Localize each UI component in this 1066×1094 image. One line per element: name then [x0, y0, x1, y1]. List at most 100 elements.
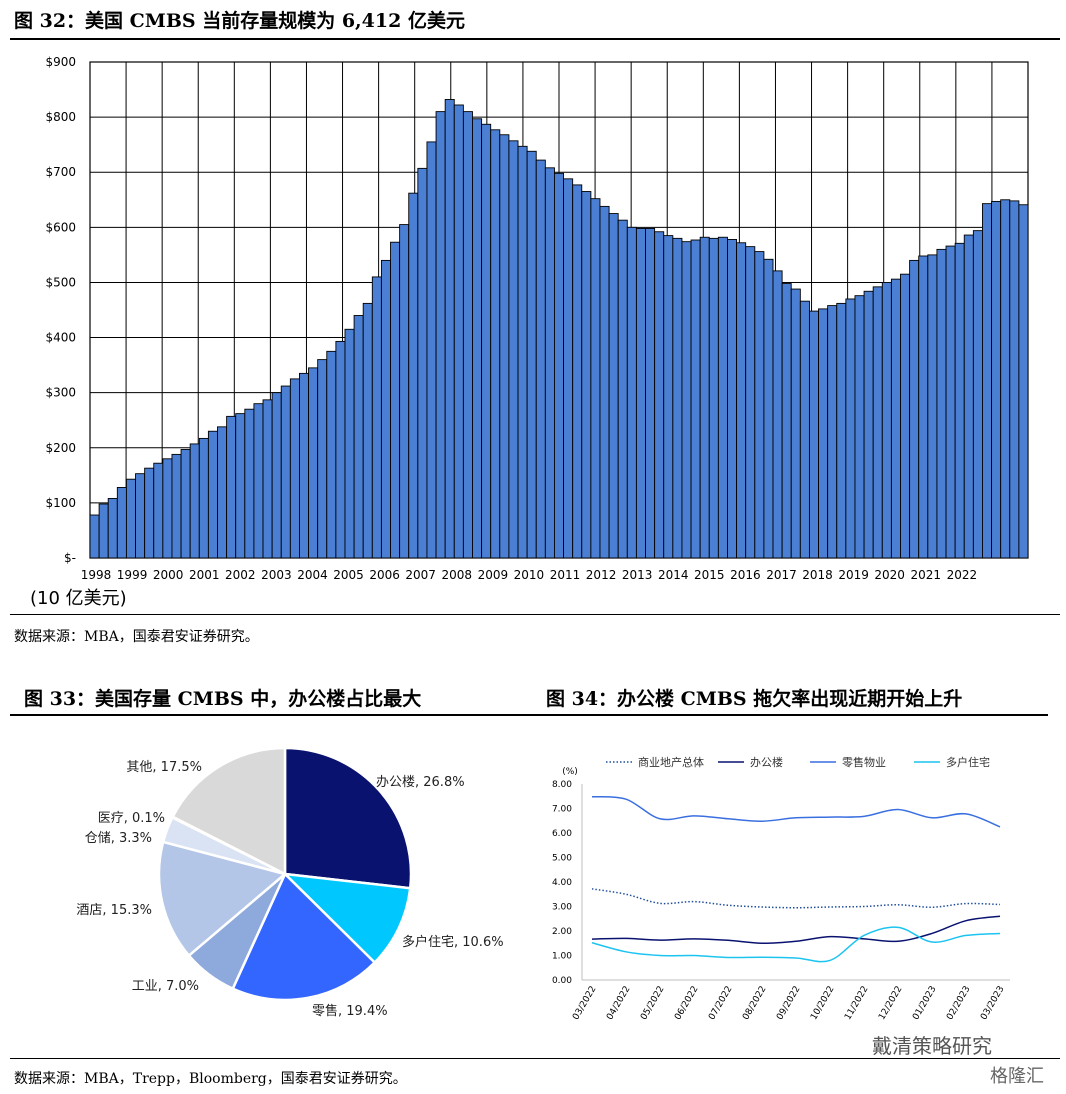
- x-tick-label: 2019: [838, 568, 869, 582]
- bar: [945, 245, 956, 559]
- y-tick-label: $900: [45, 55, 76, 69]
- bar: [909, 259, 920, 559]
- bar: [116, 487, 127, 559]
- x-tick-label: 2004: [297, 568, 328, 582]
- x-tick-label: 2017: [766, 568, 797, 582]
- x-tick-label: 2009: [478, 568, 509, 582]
- bar: [217, 426, 228, 559]
- bar: [645, 227, 656, 559]
- bar: [326, 350, 337, 559]
- bar: [982, 203, 993, 559]
- bar: [107, 498, 118, 559]
- footer-source: 数据来源：MBA，Trepp，Bloomberg，国泰君安证券研究。: [14, 1071, 407, 1087]
- fig34-title: 图 34：办公楼 CMBS 拖欠率出现近期开始上升: [546, 688, 963, 710]
- x-tick-label: 07/2022: [707, 985, 734, 1022]
- bar: [289, 378, 300, 559]
- pie-slice-label: 酒店, 15.3%: [76, 903, 152, 918]
- x-tick-label: 04/2022: [605, 985, 632, 1022]
- bar: [499, 134, 510, 559]
- bar: [617, 219, 628, 559]
- bar: [863, 290, 874, 559]
- pie-slice-label: 医疗, 0.1%: [98, 811, 165, 826]
- fig32-title-rule: [10, 38, 1060, 40]
- bar: [599, 205, 610, 559]
- bar: [608, 213, 619, 559]
- bar: [535, 159, 546, 559]
- x-tick-label: 2000: [153, 568, 184, 582]
- bar: [353, 315, 364, 559]
- bar: [836, 302, 847, 559]
- x-tick-label: 2011: [550, 568, 581, 582]
- y-tick-label: $400: [45, 331, 76, 345]
- bar: [572, 184, 583, 559]
- fig33-title: 图 33：美国存量 CMBS 中，办公楼占比最大: [24, 688, 422, 710]
- bar: [426, 141, 437, 559]
- bar: [890, 278, 901, 559]
- x-tick-label: 2002: [225, 568, 256, 582]
- y-axis-unit: (%): [562, 767, 578, 777]
- bar: [89, 514, 100, 559]
- legend-label: 商业地产总体: [638, 755, 704, 769]
- bar: [581, 191, 592, 559]
- fig32-source: 数据来源：MBA，国泰君安证券研究。: [14, 629, 259, 645]
- bar: [280, 385, 291, 559]
- x-tick-label: 12/2022: [877, 985, 904, 1022]
- bar: [854, 295, 865, 559]
- bar: [991, 200, 1002, 559]
- y-tick-label: $800: [45, 110, 76, 124]
- bar: [317, 359, 328, 559]
- pie-slice-label: 多户住宅, 10.6%: [402, 934, 504, 950]
- x-tick-label: 05/2022: [639, 985, 666, 1022]
- bar: [763, 258, 774, 559]
- bar: [189, 443, 200, 559]
- bar: [900, 273, 911, 559]
- legend-label: 办公楼: [750, 755, 783, 769]
- bar: [235, 413, 246, 559]
- bar: [299, 372, 310, 559]
- bar: [772, 270, 783, 559]
- bar: [180, 448, 191, 559]
- x-tick-label: 02/2023: [945, 985, 972, 1022]
- series-line: [591, 915, 1001, 945]
- bar: [207, 430, 218, 559]
- y-tick-label: 3.00: [552, 903, 572, 913]
- x-tick-label: 2013: [622, 568, 653, 582]
- x-tick-label: 2007: [405, 568, 436, 582]
- watermark-wechat: 戴清策略研究: [872, 1034, 992, 1058]
- bar: [417, 167, 428, 559]
- x-tick-label: 09/2022: [775, 985, 802, 1022]
- bar: [781, 283, 792, 559]
- bar: [362, 302, 373, 559]
- bar: [799, 300, 810, 559]
- bar: [517, 145, 528, 559]
- y-tick-label: 2.00: [552, 927, 572, 937]
- x-tick-label: 2012: [586, 568, 617, 582]
- footer-rule: [10, 1058, 1060, 1059]
- x-tick-label: 2008: [441, 568, 472, 582]
- bar: [481, 123, 492, 559]
- x-tick-label: 01/2023: [911, 985, 938, 1022]
- pie-slice-label: 工业, 7.0%: [132, 979, 199, 994]
- series-line: [591, 795, 1001, 828]
- series-line: [591, 926, 1001, 963]
- x-tick-label: 2020: [874, 568, 905, 582]
- x-tick-label: 2016: [730, 568, 761, 582]
- y-tick-label: $500: [45, 275, 76, 289]
- bar: [681, 241, 692, 559]
- y-tick-label: 7.00: [552, 805, 572, 815]
- bar: [872, 286, 883, 559]
- bar: [253, 403, 264, 559]
- x-tick-label: 1998: [81, 568, 112, 582]
- bar: [708, 237, 719, 559]
- pie-slice: [283, 746, 413, 890]
- bar: [435, 111, 446, 559]
- x-tick-label: 2003: [261, 568, 292, 582]
- bar: [262, 399, 273, 559]
- bar: [526, 150, 537, 559]
- bar: [654, 231, 665, 559]
- bar: [1018, 204, 1029, 559]
- pie-slice: [231, 871, 377, 1002]
- bar: [125, 478, 136, 559]
- bar: [590, 198, 601, 559]
- y-tick-label: 6.00: [552, 829, 572, 839]
